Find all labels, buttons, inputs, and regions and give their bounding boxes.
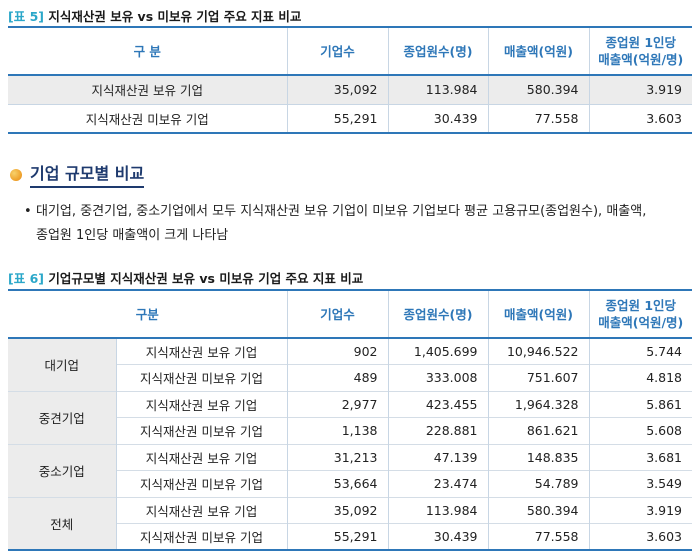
cell-firms: 31,213 [286,443,389,471]
table6-header-employees: 종업원수(명) [387,290,489,339]
table-row: 지식재산권 미보유 기업 53,664 23.474 54.789 3.549 [8,470,693,497]
group-label-total: 전체 [8,496,117,550]
table5-header-per-line1: 종업원 1인당 [605,35,677,50]
cell-firms: 35,092 [286,75,388,104]
cell-per-employee: 5.608 [588,417,693,444]
cell-per-employee: 3.919 [588,496,693,524]
bullet-line-2: 종업원 1인당 매출액이 크게 나타남 [24,224,692,248]
cell-sales: 580.394 [487,75,589,104]
cell-employees: 423.455 [387,390,489,418]
section-title: 기업 규모별 비교 [30,160,145,188]
cell-firms: 902 [286,337,389,365]
table-row: 지식재산권 미보유 기업 1,138 228.881 861.621 5.608 [8,417,693,444]
table5-header-firms: 기업수 [286,27,388,76]
table-row: 지식재산권 미보유 기업 489 333.008 751.607 4.818 [8,364,693,391]
cell-sales: 751.607 [487,364,590,391]
row-label: 지식재산권 미보유 기업 [8,103,287,133]
table5-header-row: 구 분 기업수 종업원수(명) 매출액(억원) 종업원 1인당 매출액(억원/명… [8,27,692,76]
cell-sales: 1,964.328 [487,390,590,418]
cell-per-employee: 4.818 [588,364,693,391]
cell-per-employee: 5.744 [588,337,693,365]
table-row: 지식재산권 보유 기업 35,092 113.984 580.394 3.919 [8,75,692,104]
row-label: 지식재산권 미보유 기업 [116,470,288,497]
table-row: 지식재산권 미보유 기업 55,291 30.439 77.558 3.603 [8,523,693,550]
cell-sales: 77.558 [487,103,589,133]
table5-header-sales: 매출액(억원) [487,27,589,76]
row-label: 지식재산권 보유 기업 [115,390,288,418]
table6-header-per-line1: 종업원 1인당 [605,298,677,313]
cell-employees: 333.008 [387,364,489,391]
cell-sales: 77.558 [487,523,590,550]
cell-employees: 228.881 [387,417,489,444]
bullet-text-1: 대기업, 중견기업, 중소기업에서 모두 지식재산권 보유 기업이 미보유 기업… [36,204,647,219]
cell-employees: 113.984 [387,75,488,104]
group-label-small: 중소기업 [8,443,117,497]
row-label: 지식재산권 보유 기업 [115,443,288,471]
table-row: 지식재산권 미보유 기업 55,291 30.439 77.558 3.603 [8,103,692,133]
bullet-mark: • [24,204,32,219]
cell-firms: 489 [286,364,389,391]
table6-header-category: 구분 [8,290,288,339]
cell-employees: 113.984 [387,496,489,524]
cell-per-employee: 3.603 [588,523,693,550]
cell-per-employee: 3.681 [588,443,693,471]
table6-title: 기업규모별 지식재산권 보유 vs 미보유 기업 주요 지표 비교 [48,271,364,286]
cell-employees: 1,405.699 [387,337,489,365]
table-row: 대기업 지식재산권 보유 기업 902 1,405.699 10,946.522… [8,337,693,391]
bullet-paragraph: • 대기업, 중견기업, 중소기업에서 모두 지식재산권 보유 기업이 미보유 기… [24,200,692,248]
table6-caption: [표 6] 기업규모별 지식재산권 보유 vs 미보유 기업 주요 지표 비교 [8,268,363,287]
cell-employees: 23.474 [387,470,489,497]
table5-header-per-employee: 종업원 1인당 매출액(억원/명) [588,27,692,76]
table5-tag: [표 5] [8,9,44,24]
cell-sales: 54.789 [487,470,590,497]
table-row: 중견기업 지식재산권 보유 기업 2,977 423.455 1,964.328… [8,390,693,444]
row-label: 지식재산권 미보유 기업 [116,417,288,444]
row-label: 지식재산권 미보유 기업 [116,523,288,550]
table6-header-per-employee: 종업원 1인당 매출액(억원/명) [588,290,693,339]
group-label-midsize: 중견기업 [8,390,117,444]
cell-sales: 580.394 [487,496,590,524]
bullet-text-2: 종업원 1인당 매출액이 크게 나타남 [36,228,229,243]
section-heading: 기업 규모별 비교 [10,160,145,188]
table5-caption: [표 5] 지식재산권 보유 vs 미보유 기업 주요 지표 비교 [8,6,301,25]
cell-employees: 30.439 [387,523,489,550]
cell-sales: 10,946.522 [487,337,590,365]
table-row: 전체 지식재산권 보유 기업 35,092 113.984 580.394 3.… [8,496,693,550]
table5-header-employees: 종업원수(명) [387,27,488,76]
bullet-line-1: • 대기업, 중견기업, 중소기업에서 모두 지식재산권 보유 기업이 미보유 기… [24,200,692,224]
table6: 구분 기업수 종업원수(명) 매출액(억원) 종업원 1인당 매출액(억원/명)… [8,289,693,551]
cell-firms: 53,664 [286,470,389,497]
cell-sales: 861.621 [487,417,590,444]
table-row: 중소기업 지식재산권 보유 기업 31,213 47.139 148.835 3… [8,443,693,497]
row-label: 지식재산권 보유 기업 [115,337,288,365]
table6-header-firms: 기업수 [286,290,389,339]
table5-header-per-line2: 매출액(억원/명) [598,52,684,67]
table6-header-per-line2: 매출액(억원/명) [598,315,684,330]
table5: 구 분 기업수 종업원수(명) 매출액(억원) 종업원 1인당 매출액(억원/명… [8,26,692,134]
cell-employees: 30.439 [387,103,488,133]
table6-tag: [표 6] [8,271,44,286]
cell-per-employee: 3.919 [588,75,692,104]
row-label: 지식재산권 보유 기업 [115,496,288,524]
table5-header-category: 구 분 [8,27,287,76]
cell-firms: 55,291 [286,103,388,133]
cell-per-employee: 3.549 [588,470,693,497]
cell-per-employee: 3.603 [588,103,692,133]
cell-firms: 2,977 [286,390,389,418]
cell-per-employee: 5.861 [588,390,693,418]
bullet-dot-icon [10,169,22,181]
cell-firms: 35,092 [286,496,389,524]
table6-header-sales: 매출액(억원) [487,290,590,339]
table6-header-row: 구분 기업수 종업원수(명) 매출액(억원) 종업원 1인당 매출액(억원/명) [8,290,693,339]
cell-sales: 148.835 [487,443,590,471]
cell-firms: 1,138 [286,417,389,444]
cell-firms: 55,291 [286,523,389,550]
group-label-large: 대기업 [8,337,117,391]
table5-title: 지식재산권 보유 vs 미보유 기업 주요 지표 비교 [48,9,302,24]
cell-employees: 47.139 [387,443,489,471]
row-label: 지식재산권 미보유 기업 [116,364,288,391]
row-label: 지식재산권 보유 기업 [8,75,287,104]
